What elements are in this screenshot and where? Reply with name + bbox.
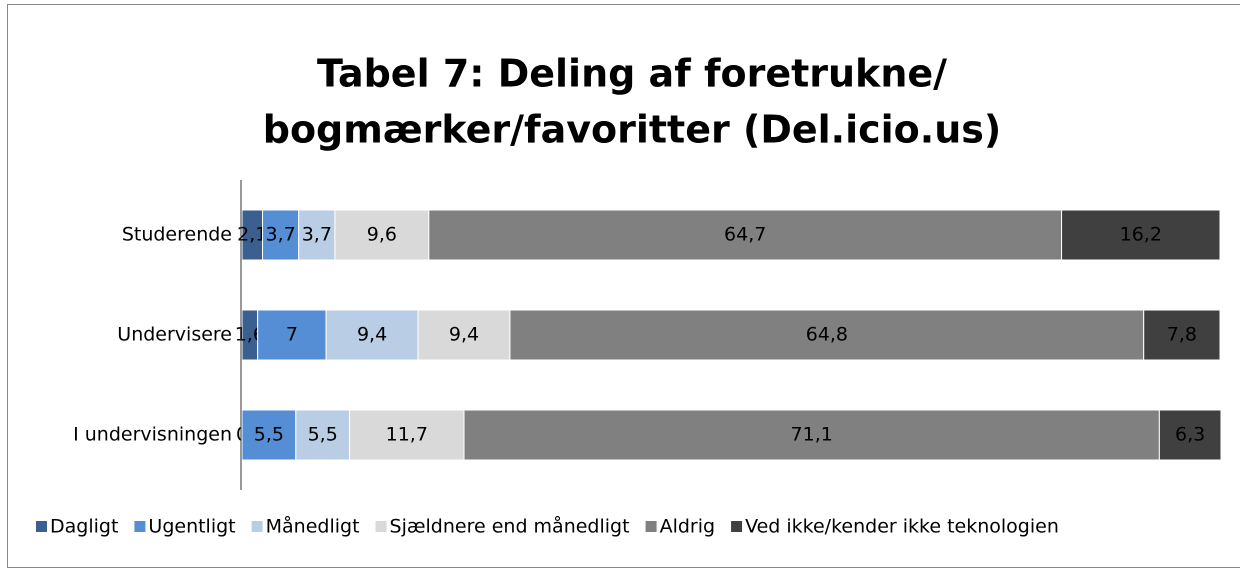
data-label: 16,2	[1120, 224, 1162, 246]
data-label: 3,7	[302, 224, 332, 246]
data-label: 5,5	[308, 424, 338, 446]
data-label: 71,1	[791, 424, 833, 446]
bar-segment	[257, 309, 327, 361]
data-label: 9,4	[357, 324, 387, 346]
bar-segment	[1061, 209, 1221, 261]
data-label: 9,4	[449, 324, 479, 346]
legend-label: Månedligt	[266, 515, 360, 538]
legend-swatch	[645, 521, 657, 532]
data-label: 64,8	[806, 324, 848, 346]
legend-label: Dagligt	[50, 516, 118, 538]
data-label: 9,6	[367, 224, 397, 246]
chart-title: Tabel 7: Deling af foretrukne/	[317, 52, 947, 96]
bar-segment	[1143, 309, 1221, 361]
data-label: 6,3	[1175, 424, 1205, 446]
data-label: 7	[286, 324, 298, 346]
data-label: 2,1	[237, 224, 267, 246]
bar-segment	[334, 209, 430, 261]
legend-swatch	[36, 521, 47, 532]
data-label: 11,7	[386, 424, 428, 446]
data-label: 3,7	[266, 224, 296, 246]
legend-label: Ugentligt	[148, 516, 235, 538]
bar-segment	[417, 309, 511, 361]
bar-segment	[262, 209, 300, 261]
legend-swatch	[731, 521, 743, 532]
chart-title: bogmærker/favoritter (Del.icio.us)	[263, 108, 1002, 152]
bar-segment	[295, 409, 351, 461]
y-tick-label: Undervisere	[117, 324, 232, 346]
data-label: 64,7	[724, 224, 766, 246]
bar-segment	[428, 209, 1063, 261]
data-label: 7,8	[1167, 324, 1197, 346]
bar-segment	[325, 309, 419, 361]
legend-label: Ved ikke/kender ikke teknologien	[745, 516, 1059, 538]
legend-swatch	[251, 521, 263, 532]
legend-swatch	[134, 521, 146, 532]
data-label: 5,5	[254, 424, 284, 446]
y-tick-label: I undervisningen	[73, 424, 232, 446]
bar-segment	[463, 409, 1160, 461]
legend-swatch	[375, 521, 387, 532]
legend-label: Sjældnere end månedligt	[390, 515, 630, 538]
bar-segment	[349, 409, 465, 461]
bar-segment	[509, 309, 1145, 361]
chart-border	[7, 4, 1240, 568]
legend-label: Aldrig	[660, 516, 716, 538]
y-tick-label: Studerende	[122, 224, 232, 246]
bar-segment	[1158, 409, 1222, 461]
bar-segment	[241, 409, 297, 461]
